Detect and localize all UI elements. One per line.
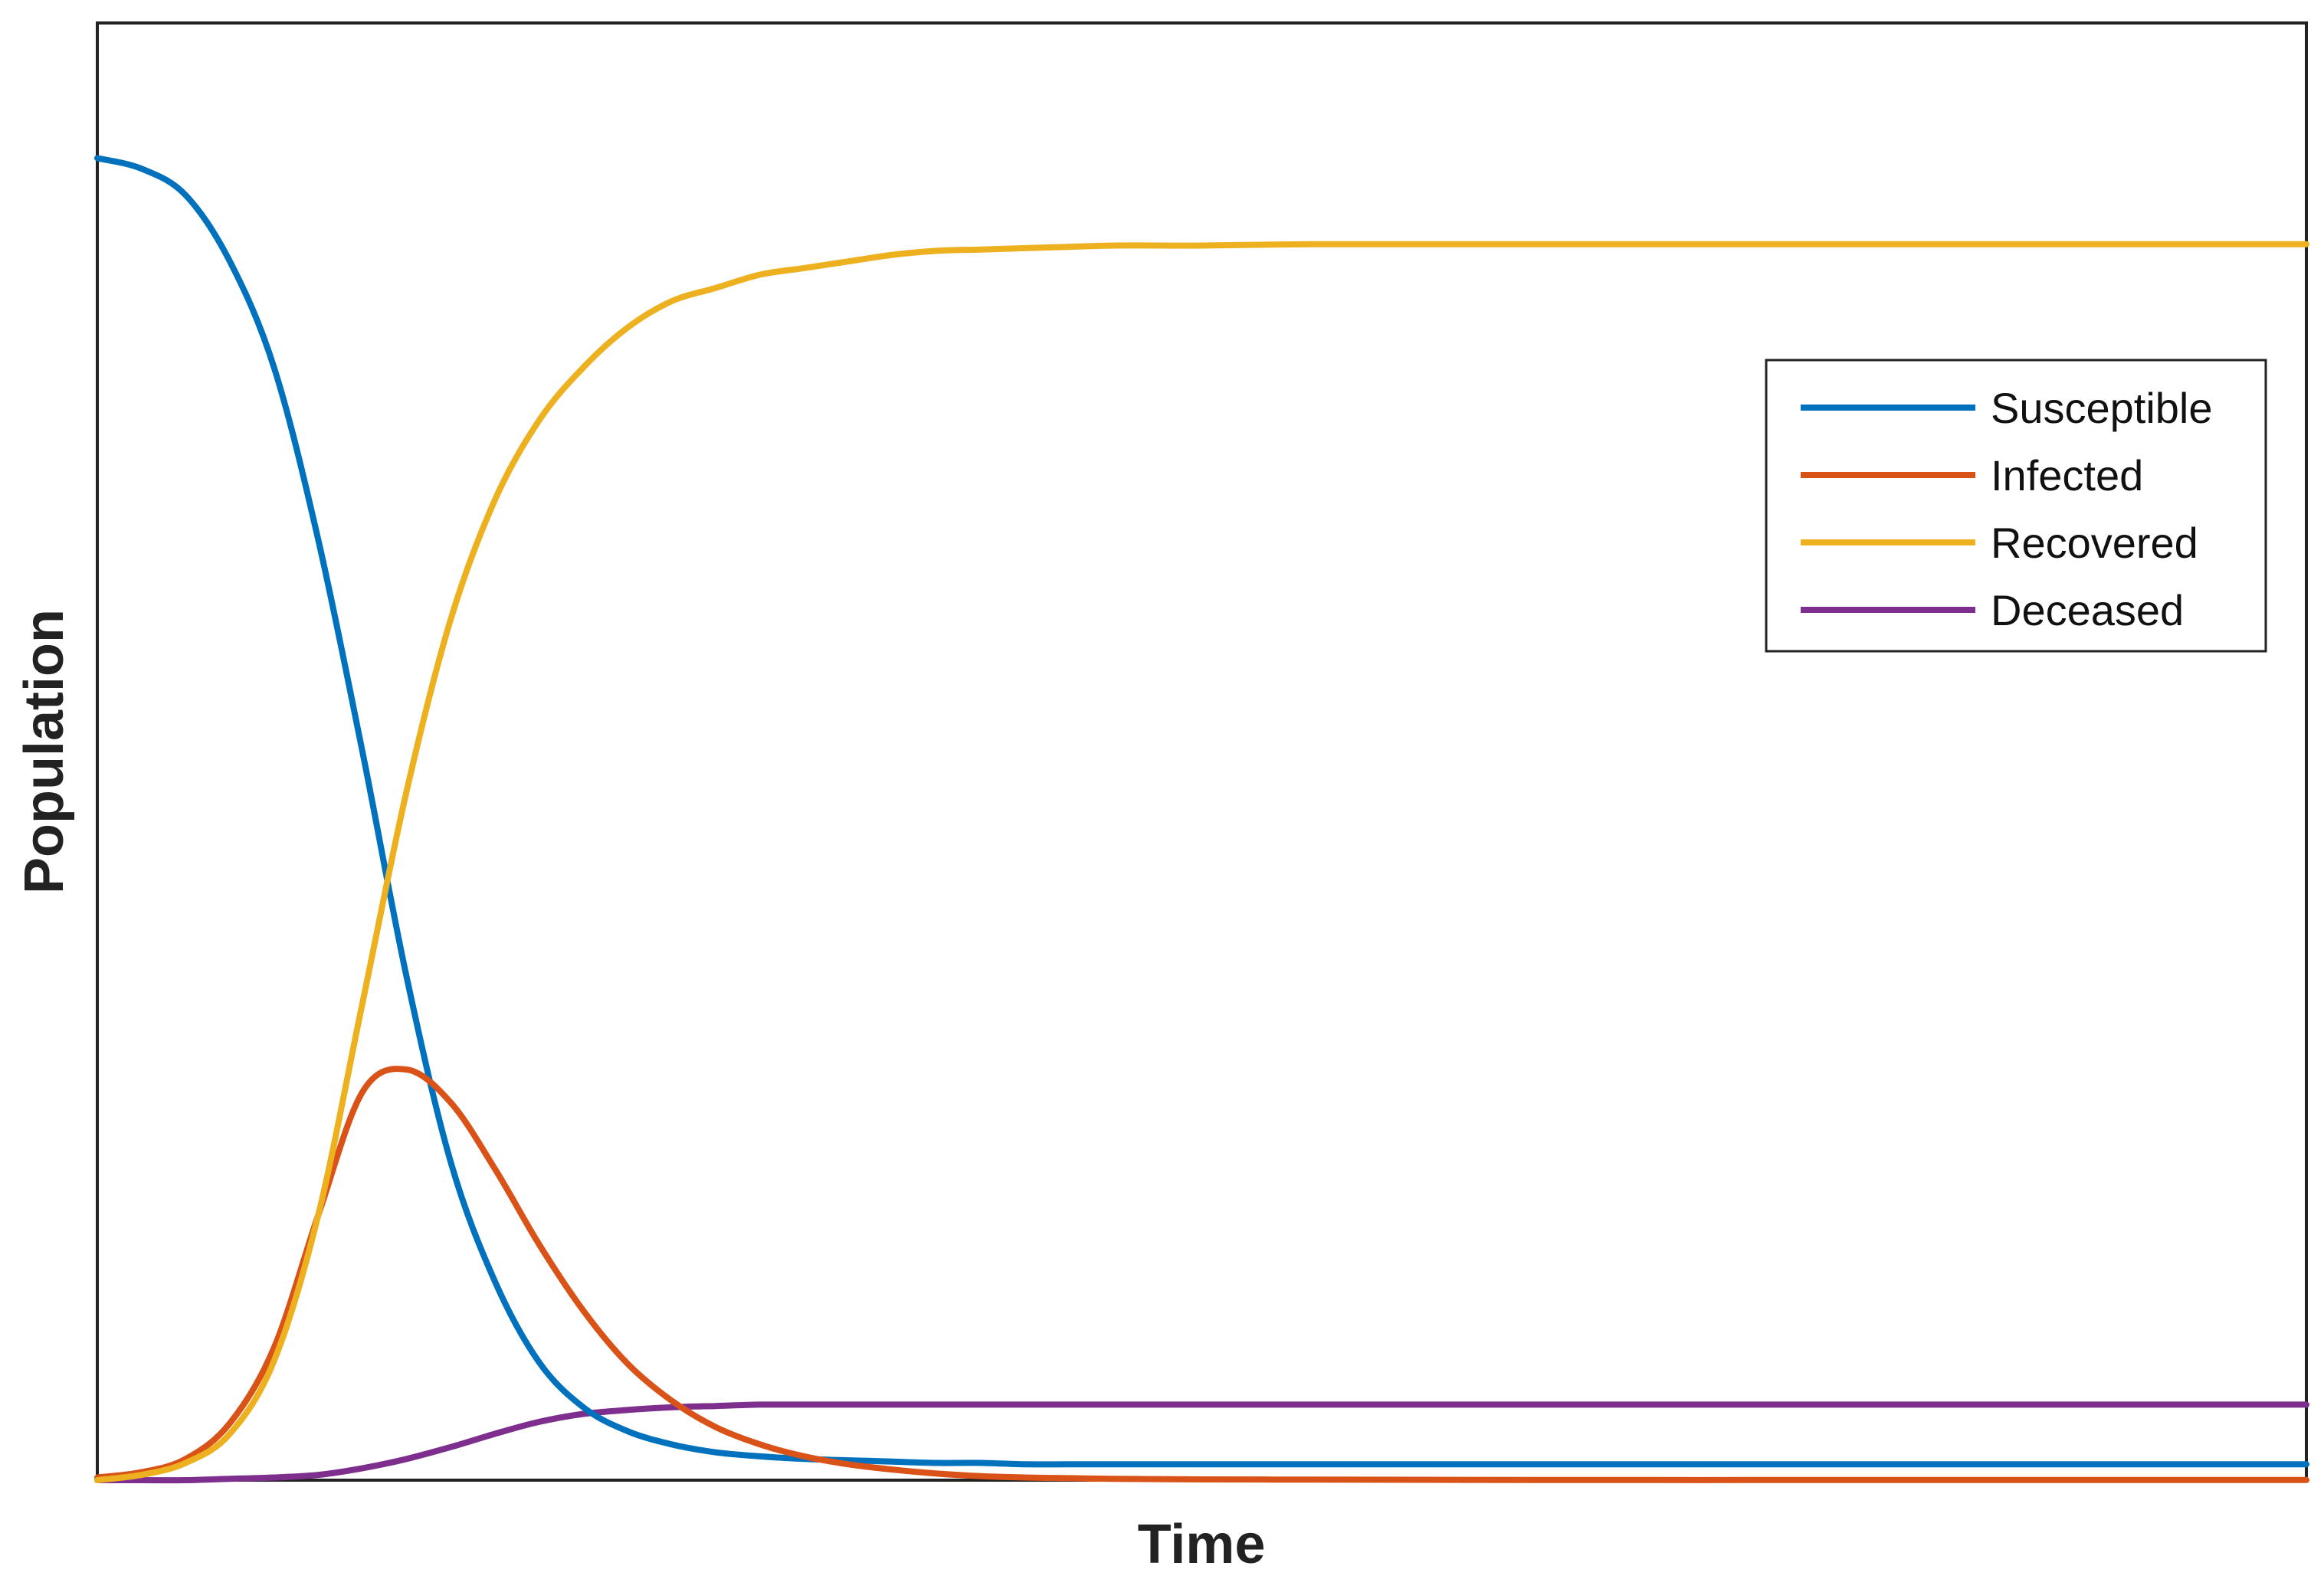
legend-item-infected: Infected <box>1801 451 2143 500</box>
series-line-recovered <box>94 241 2309 1483</box>
series-line-susceptible <box>94 155 2309 1468</box>
legend-item-recovered: Recovered <box>1801 519 2198 567</box>
legend-label-recovered: Recovered <box>1991 519 2198 567</box>
legend-label-susceptible: Susceptible <box>1991 384 2213 432</box>
plot-area <box>96 21 2308 1482</box>
legend-items: Susceptible Infected Recovered Deceased <box>1801 384 2213 634</box>
legend-item-susceptible: Susceptible <box>1801 384 2213 432</box>
legend-label-infected: Infected <box>1991 451 2143 500</box>
series-line-deceased <box>94 1401 2309 1484</box>
legend-item-deceased: Deceased <box>1801 586 2184 634</box>
legend: Susceptible Infected Recovered Deceased <box>1765 359 2267 653</box>
y-axis-label: Population <box>14 609 75 894</box>
series-layer <box>94 155 2309 1484</box>
series-line-infected <box>94 1066 2309 1483</box>
legend-label-deceased: Deceased <box>1991 586 2184 634</box>
x-axis-label: Time <box>1138 1514 1266 1575</box>
